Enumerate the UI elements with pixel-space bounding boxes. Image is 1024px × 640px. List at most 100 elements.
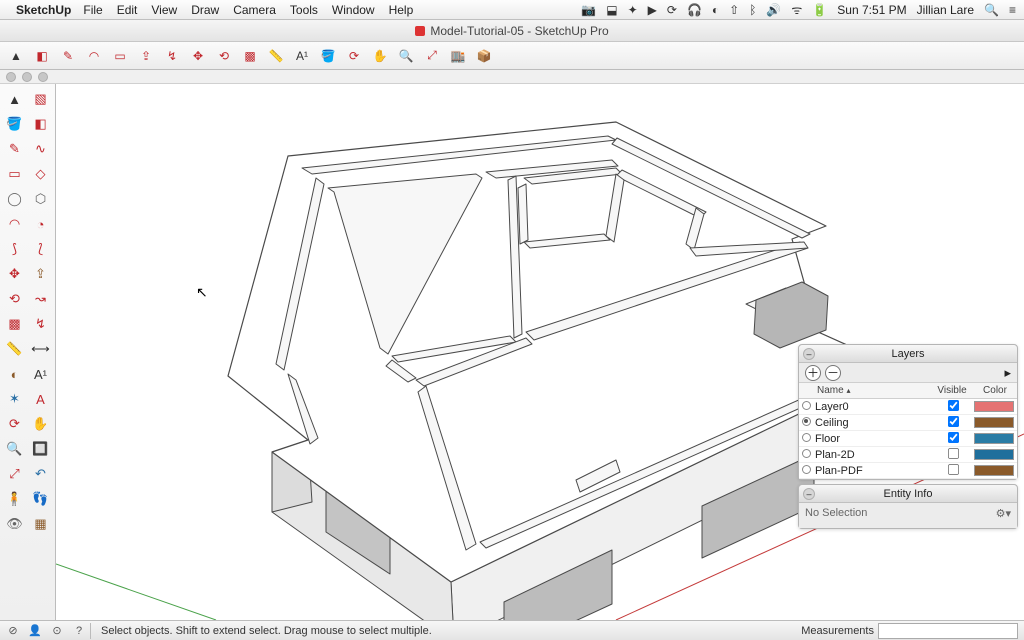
zoom-extents-tool[interactable]: ⤢: [3, 463, 26, 485]
layer-row[interactable]: Plan-2D: [799, 447, 1017, 463]
protractor-tool[interactable]: ◐: [3, 363, 26, 385]
select-tool[interactable]: ▲: [6, 46, 26, 66]
circle-tool[interactable]: ◯: [3, 188, 26, 210]
rotated-rect-tool[interactable]: ◇: [29, 163, 52, 185]
layer-active-radio[interactable]: [799, 401, 813, 413]
evernote-icon[interactable]: ✦: [628, 3, 638, 17]
line-tool[interactable]: ✎: [3, 138, 26, 160]
dimension-tool[interactable]: ⟷: [29, 338, 52, 360]
layer-visible-checkbox[interactable]: [932, 447, 974, 463]
layer-visible-checkbox[interactable]: [932, 415, 974, 431]
line-tool[interactable]: ✎: [58, 46, 78, 66]
arc3-tool[interactable]: ⟅: [29, 238, 52, 260]
offset-tool[interactable]: ↯: [162, 46, 182, 66]
entity-settings-icon[interactable]: ⚙▾: [996, 507, 1011, 520]
menu-tools[interactable]: Tools: [290, 3, 318, 17]
move-tool[interactable]: ✥: [188, 46, 208, 66]
follow-me-tool[interactable]: ↝: [29, 288, 52, 310]
select-tool[interactable]: ▲: [3, 88, 26, 110]
arc-tool[interactable]: ◠: [3, 213, 26, 235]
zoom-tool[interactable]: 🔍: [3, 438, 26, 460]
layers-menu-button[interactable]: ▸: [1004, 365, 1011, 381]
collapse-icon[interactable]: –: [803, 488, 815, 500]
move-tool[interactable]: ✥: [3, 263, 26, 285]
menu-help[interactable]: Help: [389, 3, 414, 17]
app-name[interactable]: SketchUp: [16, 3, 71, 17]
layer-name[interactable]: Ceiling: [813, 417, 932, 429]
spotlight-icon[interactable]: 🔍: [984, 3, 999, 17]
menu-file[interactable]: File: [83, 3, 102, 17]
minimize-window-icon[interactable]: [22, 72, 32, 82]
previous-tool[interactable]: ↶: [29, 463, 52, 485]
bluetooth-icon[interactable]: ᛒ: [749, 3, 756, 17]
layer-visible-checkbox[interactable]: [932, 399, 974, 415]
layer-row[interactable]: Layer0: [799, 399, 1017, 415]
scale-tool[interactable]: ▩: [240, 46, 260, 66]
col-visible[interactable]: Visible: [931, 385, 973, 396]
rectangle-tool[interactable]: ▭: [110, 46, 130, 66]
menubar-user[interactable]: Jillian Lare: [917, 3, 974, 17]
layer-name[interactable]: Floor: [813, 433, 932, 445]
menu-draw[interactable]: Draw: [191, 3, 219, 17]
rotate-tool[interactable]: ⟲: [3, 288, 26, 310]
geo-location-icon[interactable]: ⊘: [4, 623, 22, 639]
layer-visible-checkbox[interactable]: [932, 431, 974, 447]
headphones-icon[interactable]: 🎧: [687, 3, 702, 17]
layer-color-swatch[interactable]: [974, 401, 1014, 412]
collapse-icon[interactable]: –: [803, 348, 815, 360]
arc-tool[interactable]: ◠: [84, 46, 104, 66]
col-name[interactable]: Name ▴: [799, 385, 931, 396]
menu-edit[interactable]: Edit: [117, 3, 138, 17]
rotate-tool[interactable]: ⟲: [214, 46, 234, 66]
warehouse-tool[interactable]: 🏬: [448, 46, 468, 66]
dnd-icon[interactable]: ◐: [712, 3, 719, 17]
look-around-tool[interactable]: 👁: [3, 513, 26, 535]
layer-active-radio[interactable]: [799, 417, 813, 429]
col-color[interactable]: Color: [973, 385, 1017, 396]
layer-color-swatch[interactable]: [974, 465, 1014, 476]
measurements-input[interactable]: [878, 623, 1018, 639]
tape-tool[interactable]: 📏: [266, 46, 286, 66]
help-icon[interactable]: ?: [70, 623, 88, 639]
credits-icon[interactable]: 👤: [26, 623, 44, 639]
zoom-tool[interactable]: 🔍: [396, 46, 416, 66]
layer-color-swatch[interactable]: [974, 417, 1014, 428]
orbit-tool[interactable]: ⟳: [344, 46, 364, 66]
scale-tool[interactable]: ▩: [3, 313, 26, 335]
zoom-window-icon[interactable]: [38, 72, 48, 82]
layer-name[interactable]: Plan-2D: [813, 449, 932, 461]
pan-tool[interactable]: ✋: [370, 46, 390, 66]
layer-visible-checkbox[interactable]: [932, 463, 974, 479]
3d-text-tool[interactable]: A: [29, 388, 52, 410]
orbit-tool[interactable]: ⟳: [3, 413, 26, 435]
wifi-icon[interactable]: ᯤ: [791, 1, 802, 18]
offset-tool[interactable]: ↯: [29, 313, 52, 335]
layer-name[interactable]: Plan-PDF: [813, 465, 932, 477]
layers-list[interactable]: Layer0 Ceiling Floor Plan-2D Plan-PDF: [799, 399, 1017, 479]
polygon-tool[interactable]: ⬡: [29, 188, 52, 210]
playback-icon[interactable]: ▶: [648, 3, 657, 17]
position-camera-tool[interactable]: 🧍: [3, 488, 26, 510]
section-tool[interactable]: ▦: [29, 513, 52, 535]
layer-row[interactable]: Ceiling: [799, 415, 1017, 431]
make-component-tool[interactable]: ▧: [29, 88, 52, 110]
paint-tool[interactable]: 🪣: [318, 46, 338, 66]
camera-icon[interactable]: 📷: [581, 3, 596, 17]
volume-icon[interactable]: 🔊: [766, 3, 781, 17]
layer-color-swatch[interactable]: [974, 433, 1014, 444]
text-tool[interactable]: A¹: [29, 363, 52, 385]
extension-tool[interactable]: 📦: [474, 46, 494, 66]
dropbox-icon[interactable]: ⬓: [606, 3, 617, 17]
claim-credit-icon[interactable]: ⊙: [48, 623, 66, 639]
layer-name[interactable]: Layer0: [813, 401, 932, 413]
layer-row[interactable]: Plan-PDF: [799, 463, 1017, 479]
layer-active-radio[interactable]: [799, 433, 813, 445]
zoom-extents-tool[interactable]: ⤢: [422, 46, 442, 66]
rectangle-tool[interactable]: ▭: [3, 163, 26, 185]
layer-active-radio[interactable]: [799, 465, 813, 477]
push-pull-tool[interactable]: ⇪: [29, 263, 52, 285]
push-pull-tool[interactable]: ⇪: [136, 46, 156, 66]
arc2-tool[interactable]: ⟆: [3, 238, 26, 260]
paint-bucket-tool[interactable]: 🪣: [3, 113, 26, 135]
tape-tool[interactable]: 📏: [3, 338, 26, 360]
